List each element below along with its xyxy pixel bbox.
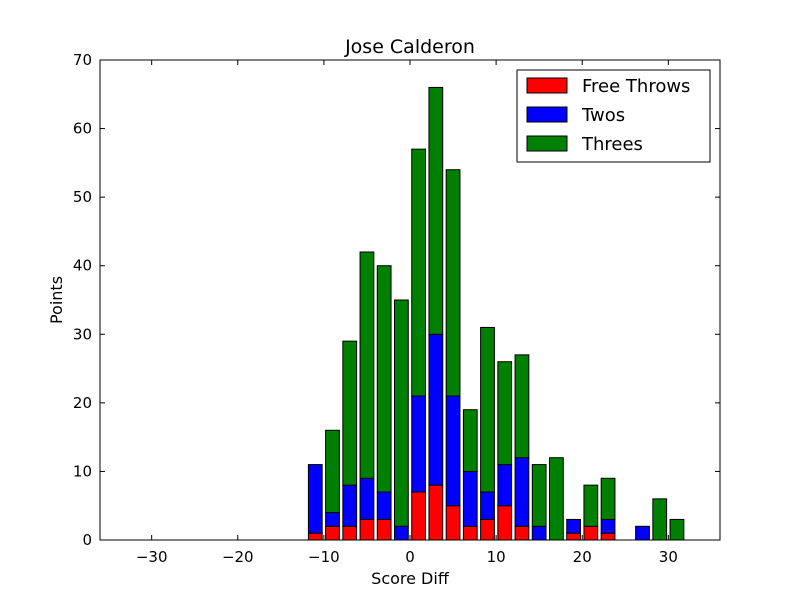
bar-twos <box>566 518 582 534</box>
x-tick-label: 10 <box>487 548 506 566</box>
bar-free-throws <box>462 525 478 541</box>
bar-twos <box>600 518 616 534</box>
bar-threes <box>480 326 495 493</box>
bar-threes <box>359 251 375 479</box>
bar-twos <box>462 470 478 527</box>
bar-free-throws <box>583 525 599 541</box>
bar-free-throws <box>497 505 513 541</box>
x-tick-label: −30 <box>136 548 168 566</box>
x-tick-label: −10 <box>308 548 340 566</box>
bar-twos <box>342 484 358 527</box>
bar-threes <box>462 409 478 472</box>
y-tick-label: 70 <box>73 51 92 69</box>
bar-free-throws <box>428 484 444 541</box>
bar-free-throws <box>445 505 461 541</box>
bar-free-throws <box>359 518 375 541</box>
bar-free-throws <box>342 525 358 541</box>
y-tick-label: 10 <box>73 462 92 480</box>
bar-free-throws <box>566 532 582 541</box>
bar-free-throws <box>307 532 323 541</box>
bar-free-throws <box>411 491 427 541</box>
bar-free-throws <box>376 518 392 541</box>
bar-threes <box>531 464 547 527</box>
bar-threes <box>376 265 392 493</box>
bar-free-throws <box>325 525 340 541</box>
bar-threes <box>583 484 599 527</box>
chart-title: Jose Calderon <box>344 36 475 58</box>
bar-twos <box>480 491 495 520</box>
bar-twos <box>428 333 444 486</box>
y-tick-label: 30 <box>73 325 92 343</box>
x-axis-ticks: −30 −20 −10 0 10 20 30 <box>136 60 678 566</box>
y-tick-label: 20 <box>73 394 92 412</box>
x-tick-label: −20 <box>222 548 254 566</box>
bar-twos <box>394 525 409 541</box>
bar-twos <box>531 525 547 541</box>
x-axis-label: Score Diff <box>371 569 450 588</box>
bar-free-throws <box>480 518 495 541</box>
bar-threes <box>394 299 409 527</box>
bar-twos <box>307 464 323 534</box>
y-tick-label: 60 <box>73 120 92 138</box>
bar-threes <box>445 169 461 397</box>
bar-free-throws <box>600 532 616 541</box>
bar-threes <box>497 361 513 466</box>
y-tick-label: 0 <box>82 531 92 549</box>
x-tick-label: 0 <box>405 548 415 566</box>
bar-twos <box>376 491 392 520</box>
bar-twos <box>497 464 513 507</box>
legend-swatch-twos <box>526 106 568 123</box>
bar-threes <box>669 518 685 541</box>
x-tick-label: 20 <box>573 548 592 566</box>
bar-threes <box>600 477 616 520</box>
bar-twos <box>635 525 650 541</box>
bar-twos <box>514 457 530 527</box>
bar-twos <box>445 395 461 507</box>
x-tick-label: 30 <box>659 548 678 566</box>
legend: Free Throws Twos Threes <box>516 69 711 163</box>
bar-threes <box>549 457 564 541</box>
bar-threes <box>652 498 668 541</box>
bar-twos <box>411 395 427 493</box>
legend-label-twos: Twos <box>581 105 625 126</box>
bar-threes <box>325 429 340 514</box>
y-axis-label: Points <box>47 276 66 324</box>
bar-twos <box>325 512 340 527</box>
legend-label-free-throws: Free Throws <box>582 76 690 97</box>
y-axis-ticks: 0 10 20 30 40 50 60 70 <box>73 51 720 549</box>
bar-free-throws <box>514 525 530 541</box>
y-tick-label: 40 <box>73 257 92 275</box>
y-tick-label: 50 <box>73 188 92 206</box>
legend-swatch-threes <box>526 135 568 152</box>
bar-twos <box>359 477 375 520</box>
bar-threes <box>411 148 427 397</box>
legend-swatch-free-throws <box>526 77 568 94</box>
bar-threes <box>342 340 358 486</box>
legend-label-threes: Threes <box>581 134 643 155</box>
bar-threes <box>428 86 444 335</box>
bar-threes <box>514 354 530 459</box>
bars-layer <box>307 86 685 541</box>
